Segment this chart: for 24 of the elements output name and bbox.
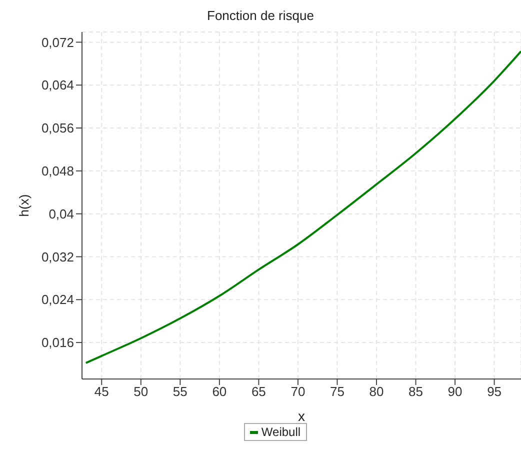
x-tick-label: 50: [134, 384, 148, 400]
x-tick-label: 90: [448, 384, 462, 400]
x-tick-label: 95: [487, 384, 502, 400]
y-axis-title: h(x): [16, 194, 32, 217]
x-axis-title: x: [298, 408, 305, 424]
y-tick-label: 0,072: [41, 34, 74, 50]
x-tick-label: 55: [172, 384, 188, 400]
x-tick-label: 45: [94, 384, 109, 400]
y-tick-label: 0,04: [48, 206, 74, 222]
y-tick-label: 0,016: [41, 335, 74, 350]
chart-title: Fonction de risque: [206, 8, 315, 25]
x-tick-label: 80: [369, 384, 384, 400]
line-series: [84, 50, 521, 364]
y-tick-label: 0,032: [41, 249, 74, 264]
x-tick-label: 60: [212, 384, 227, 400]
y-tick-label: 0,056: [41, 120, 74, 136]
x-tick-label: 75: [330, 384, 344, 400]
x-tick-label: 65: [251, 384, 266, 400]
y-tick-label: 0,048: [41, 164, 74, 179]
y-tick-label: 0,024: [41, 292, 74, 308]
x-tick-label: 70: [290, 384, 306, 400]
x-tick-label: 85: [408, 384, 423, 400]
y-tick-label: 0,064: [41, 78, 74, 93]
legend-label: Weibull: [261, 425, 301, 439]
